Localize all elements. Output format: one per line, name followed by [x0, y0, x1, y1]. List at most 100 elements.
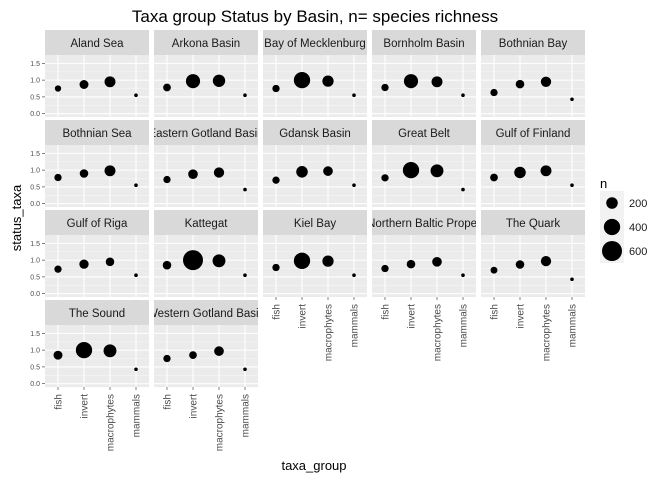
facet-panel: Great Belt [372, 120, 476, 207]
data-point [490, 266, 498, 274]
data-point [214, 346, 224, 356]
facet-strip [263, 30, 367, 55]
facet-title: Kattegat [185, 218, 229, 230]
panel-background [372, 145, 476, 207]
panel-background [481, 55, 585, 117]
facet-panel: Kattegat [154, 210, 258, 297]
facet-title: Great Belt [398, 128, 451, 140]
data-point [212, 74, 226, 87]
data-point [54, 85, 62, 92]
data-point [212, 254, 226, 268]
data-point [243, 273, 247, 278]
data-point [53, 350, 63, 360]
facet-title: Western Gotland Basin [147, 308, 265, 320]
x-tick-label: mammals [132, 394, 143, 437]
y-tick-label: 1.5 [30, 331, 40, 338]
panel-background [481, 235, 585, 297]
data-point [243, 367, 247, 372]
legend-key-point [603, 218, 621, 236]
facet-strip [154, 120, 258, 145]
facet-strip [263, 210, 367, 235]
facet-panel: The Sound 0.0 0.5 1.0 1.5 fish invert macrophyt… [30, 300, 149, 451]
y-tick-label: 0.0 [30, 381, 40, 388]
data-point [570, 183, 574, 188]
panel-background [154, 235, 258, 297]
data-point [79, 259, 89, 269]
data-point [381, 264, 389, 273]
facet-title: Arkona Basin [172, 38, 240, 50]
data-point [134, 273, 138, 278]
facet-strip [481, 30, 585, 55]
data-point [243, 93, 247, 98]
data-point [163, 354, 171, 363]
y-tick-label: 1.5 [30, 151, 40, 158]
y-tick-label: 0.5 [30, 94, 40, 101]
data-point [403, 74, 419, 89]
facet-panel: Western Gotland Basin fish invert macrophyt… [147, 300, 265, 451]
data-point [296, 166, 308, 178]
data-point [570, 277, 574, 282]
data-point [461, 273, 465, 278]
facet-strip [481, 210, 585, 235]
facet-title: Gulf of Riga [67, 218, 128, 230]
data-point [352, 93, 356, 98]
data-point [162, 260, 172, 270]
data-point [490, 173, 498, 182]
facet-strip [372, 120, 476, 145]
data-point [79, 169, 89, 178]
chart-title: Taxa group Status by Basin, n= species r… [132, 7, 498, 26]
data-point [243, 187, 247, 192]
facet-title: Eastern Gotland Basin [148, 128, 263, 140]
facet-title: Aland Sea [70, 38, 124, 50]
x-tick-label: mammals [459, 304, 470, 347]
panel-background [45, 235, 149, 297]
facet-title: Gdansk Basin [279, 128, 351, 140]
y-tick-label: 0.0 [30, 111, 40, 118]
facet-strip [45, 300, 149, 325]
data-point [293, 71, 311, 89]
facet-panel: Bornholm Basin [372, 30, 476, 117]
data-point [213, 167, 225, 178]
facet-title: Bay of Mecklenburg [264, 38, 366, 50]
data-point [54, 265, 62, 273]
x-tick-label: mammals [241, 394, 252, 437]
x-tick-label: invert [407, 304, 418, 329]
facet-strip [481, 120, 585, 145]
x-tick-label: invert [189, 394, 200, 419]
facet-panel: Arkona Basin [154, 30, 258, 117]
data-point [540, 165, 552, 177]
panel-background [263, 145, 367, 207]
panel-background [481, 145, 585, 207]
data-point [570, 97, 574, 102]
facet-strip [45, 120, 149, 145]
data-point [163, 175, 171, 184]
facet-panel: Kiel Bay fish invert macrophytes mammals [263, 210, 367, 361]
x-axis-label: taxa_group [281, 458, 346, 473]
data-point [402, 161, 420, 179]
data-point [461, 93, 465, 98]
y-tick-label: 0.5 [30, 184, 40, 191]
data-point [188, 169, 198, 179]
x-tick-label: fish [272, 304, 283, 320]
data-point [104, 76, 116, 88]
data-point [54, 173, 62, 182]
data-point [272, 263, 280, 272]
x-tick-label: invert [80, 394, 91, 419]
x-tick-label: fish [163, 394, 174, 410]
data-point [134, 367, 138, 372]
facet-title: The Sound [69, 308, 125, 320]
data-point [431, 76, 443, 88]
y-tick-label: 1.5 [30, 61, 40, 68]
data-point [540, 255, 552, 267]
facet-panel: Northern Baltic Proper fish invert macrophy… [367, 210, 481, 361]
facet-panel: Gulf of Finland [481, 120, 585, 207]
panel-background [45, 145, 149, 207]
facet-title: Northern Baltic Proper [367, 218, 481, 230]
data-point [430, 164, 444, 178]
facet-strip [154, 210, 258, 235]
facet-panel: Bay of Mecklenburg [263, 30, 367, 117]
legend-entry-label: 200 [629, 198, 647, 210]
x-tick-label: macrophytes [433, 304, 444, 361]
data-point [75, 341, 93, 359]
facet-strip [263, 120, 367, 145]
